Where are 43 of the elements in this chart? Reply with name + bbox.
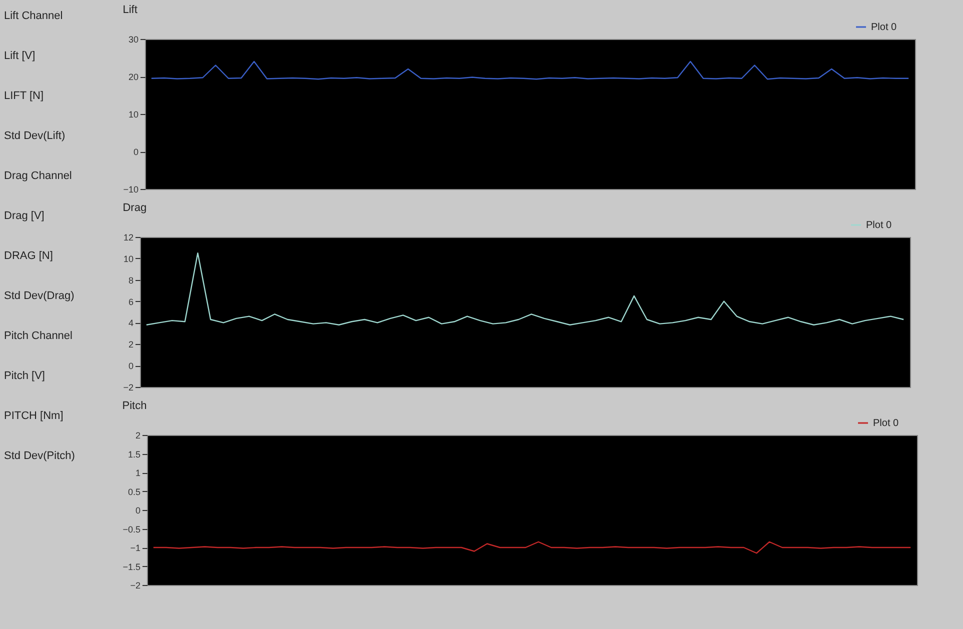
y-tick-label: 30 xyxy=(128,34,138,44)
line-series xyxy=(152,541,912,554)
y-tick-label: 10 xyxy=(128,110,138,120)
y-tick-label: −1 xyxy=(130,543,140,553)
y-tick-label: 12 xyxy=(123,232,134,242)
y-tick-label: 2 xyxy=(135,430,140,440)
legend-label: Plot 0 xyxy=(873,418,900,429)
y-tick-label: 2 xyxy=(128,340,134,350)
text: Std Dev(Pitch) xyxy=(4,450,76,462)
y-tick-label: −10 xyxy=(123,184,138,194)
text: LIFT [N] xyxy=(4,90,45,102)
text: Drag [V] xyxy=(4,210,46,222)
chart-title: Pitch xyxy=(122,400,147,412)
y-tick-label: 0.5 xyxy=(128,486,140,497)
text: PITCH [Nm] xyxy=(4,410,64,422)
text: Lift Channel xyxy=(4,10,64,22)
y-tick-label: 1 xyxy=(135,468,140,478)
y-tick-label: 6 xyxy=(128,296,134,307)
chart-title: Drag xyxy=(122,202,147,214)
y-tick-label: 0 xyxy=(133,147,138,157)
y-tick-label: 8 xyxy=(128,275,134,286)
text: Drag Channel xyxy=(4,170,73,182)
chart-title: Lift xyxy=(122,4,138,16)
y-tick-label: 10 xyxy=(123,254,134,264)
legend-label: Plot 0 xyxy=(871,22,898,33)
y-tick-label: 4 xyxy=(128,318,134,328)
line-series xyxy=(150,60,910,80)
y-tick-label: −2 xyxy=(130,580,140,590)
text: DRAG [N] xyxy=(4,250,54,262)
line-series xyxy=(146,252,904,326)
y-tick-label: −0.5 xyxy=(122,524,140,534)
text: Std Dev(Drag) xyxy=(4,290,76,302)
y-tick-label: 20 xyxy=(128,72,138,82)
y-tick-label: 1.5 xyxy=(128,449,140,460)
legend-label: Plot 0 xyxy=(866,220,892,231)
y-tick-label: 0 xyxy=(135,506,140,516)
text: Lift [V] xyxy=(4,50,36,62)
text: Pitch Channel xyxy=(4,330,74,342)
y-tick-label: −2 xyxy=(123,382,134,392)
y-tick-label: −1.5 xyxy=(122,562,140,572)
text: Pitch [V] xyxy=(4,370,46,382)
text: Std Dev(Lift) xyxy=(4,130,66,142)
y-tick-label: 0 xyxy=(128,361,134,372)
